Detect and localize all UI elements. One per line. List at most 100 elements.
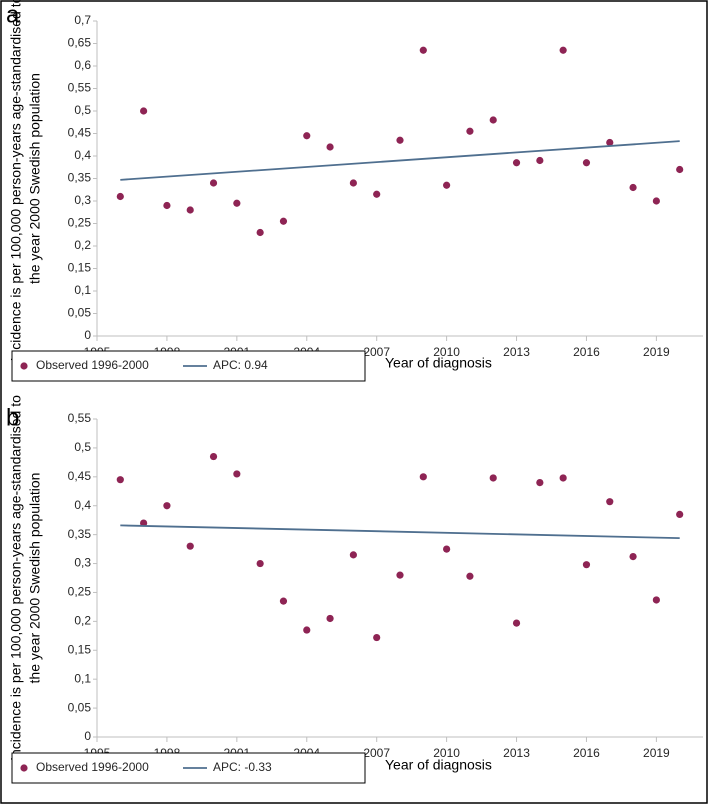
data-point — [652, 197, 660, 205]
data-point — [233, 199, 241, 207]
data-point — [652, 596, 660, 604]
data-point — [116, 476, 124, 484]
legend-marker — [20, 362, 28, 370]
data-point — [606, 498, 614, 506]
x-axis-label: Year of diagnosis — [385, 355, 492, 371]
data-point — [186, 206, 194, 214]
data-point — [256, 559, 264, 568]
data-point — [419, 46, 427, 54]
x-tick-label: 2019 — [643, 345, 670, 359]
data-point — [629, 183, 637, 192]
data-point — [676, 510, 684, 518]
x-axis-label: Year of diagnosis — [385, 757, 492, 773]
data-point — [489, 116, 497, 124]
data-point — [443, 545, 451, 553]
y-tick-label: 0,6 — [74, 58, 91, 72]
data-point — [279, 217, 288, 225]
y-tick-label: 0 — [84, 328, 91, 342]
x-tick-label: 2013 — [503, 746, 530, 760]
y-tick-label: 0,45 — [68, 469, 92, 483]
y-tick-label: 0,2 — [74, 238, 91, 252]
data-point — [606, 138, 614, 147]
data-point — [396, 136, 404, 144]
y-tick-label: 0,5 — [74, 440, 91, 454]
y-tick-label: 0,4 — [74, 148, 91, 162]
data-point — [512, 619, 521, 627]
data-point — [140, 519, 148, 527]
data-point — [209, 452, 218, 461]
data-point — [582, 561, 591, 569]
y-tick-label: 0,25 — [68, 216, 92, 230]
y-axis-label: the year 2000 Swedish population — [27, 473, 43, 684]
data-point — [582, 159, 591, 167]
legend-label: APC: 0.94 — [213, 358, 268, 372]
data-point — [279, 597, 288, 605]
y-tick-label: 0,05 — [68, 700, 92, 714]
y-tick-label: 0,4 — [74, 498, 91, 512]
x-tick-label: 2019 — [643, 746, 670, 760]
panel-label: b — [6, 404, 19, 431]
y-tick-label: 0,5 — [74, 103, 91, 117]
y-axis-label: the year 2000 Swedish population — [27, 73, 43, 284]
data-point — [559, 46, 567, 54]
trend-line — [120, 524, 680, 540]
y-tick-label: 0,3 — [74, 193, 91, 207]
data-point — [349, 551, 357, 559]
y-axis-label: Incidence is per 100,000 person-years ag… — [8, 395, 24, 761]
legend-label: Observed 1996-2000 — [36, 760, 149, 774]
panel-label: a — [6, 1, 20, 28]
x-tick-label: 2013 — [503, 345, 530, 359]
data-point — [140, 107, 148, 115]
legend-label: Observed 1996-2000 — [36, 358, 149, 372]
y-tick-label: 0,15 — [68, 642, 92, 656]
y-tick-label: 0,2 — [74, 614, 91, 628]
data-point — [303, 626, 311, 634]
data-point — [536, 156, 544, 165]
data-point — [233, 470, 241, 478]
data-point — [512, 159, 521, 167]
y-tick-label: 0,05 — [68, 306, 92, 320]
y-tick-label: 0,1 — [74, 283, 91, 297]
data-point — [676, 165, 684, 174]
data-point — [489, 474, 497, 482]
y-tick-label: 0,3 — [74, 556, 91, 570]
y-tick-label: 0,7 — [74, 13, 91, 27]
data-point — [303, 132, 311, 140]
data-point — [396, 571, 404, 579]
data-point — [349, 179, 357, 187]
data-point — [629, 553, 637, 561]
data-point — [373, 633, 381, 642]
data-point — [116, 192, 124, 201]
y-tick-label: 0,65 — [68, 36, 92, 50]
y-tick-label: 0,35 — [68, 171, 92, 185]
legend-label: APC: -0.33 — [213, 760, 272, 774]
data-point — [443, 181, 451, 189]
data-point — [466, 127, 474, 135]
trend-line — [120, 140, 680, 181]
x-tick-label: 2010 — [433, 746, 460, 760]
x-tick-label: 2010 — [433, 345, 460, 359]
x-tick-label: 2007 — [363, 746, 390, 760]
y-tick-label: 0,55 — [68, 411, 92, 425]
data-point — [326, 614, 334, 623]
data-point — [256, 228, 264, 237]
y-axis-label: Incidence is per 100,000 person-years ag… — [8, 0, 24, 361]
y-tick-label: 0 — [84, 729, 91, 743]
y-tick-label: 0,45 — [68, 126, 92, 140]
data-point — [163, 201, 171, 210]
data-point — [326, 143, 334, 151]
data-point — [419, 473, 427, 481]
data-point — [186, 542, 194, 550]
x-tick-label: 2007 — [363, 345, 390, 359]
x-tick-label: 2016 — [573, 345, 600, 359]
y-tick-label: 0,25 — [68, 585, 92, 599]
legend-marker — [20, 764, 28, 772]
data-point — [373, 190, 381, 198]
y-tick-label: 0,35 — [68, 527, 92, 541]
data-point — [559, 474, 567, 482]
data-point — [536, 479, 544, 487]
data-point — [466, 572, 474, 580]
x-tick-label: 2016 — [573, 746, 600, 760]
